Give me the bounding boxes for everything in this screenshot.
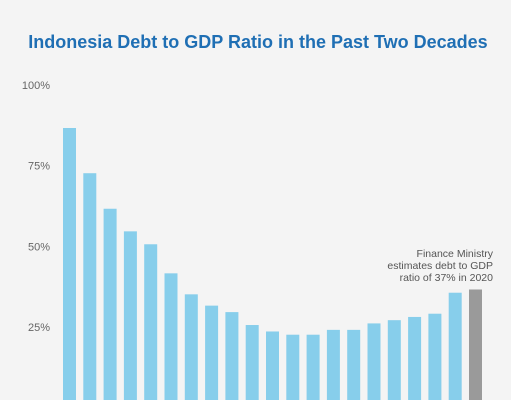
annotation: estimates debt to GDP	[387, 260, 493, 272]
bar	[387, 320, 401, 400]
bar	[448, 292, 462, 400]
bar	[164, 273, 178, 400]
bar	[326, 329, 340, 400]
bar	[103, 208, 117, 400]
y-tick-label: 100%	[22, 80, 50, 92]
y-tick-label: 25%	[28, 322, 50, 334]
bar	[266, 331, 279, 400]
bar	[469, 289, 482, 400]
bar	[286, 334, 300, 400]
y-tick-label: 75%	[28, 161, 50, 173]
bar	[123, 231, 137, 400]
bar	[428, 313, 442, 400]
annotation: ratio of 37% in 2020	[400, 272, 494, 284]
bar	[367, 323, 381, 400]
bar	[408, 316, 422, 400]
bar	[184, 294, 198, 400]
y-tick-label: 50%	[28, 241, 50, 253]
bar	[83, 173, 97, 400]
annotation: Finance Ministry	[417, 248, 494, 260]
bar	[245, 325, 259, 400]
chart-title: Indonesia Debt to GDP Ratio in the Past …	[28, 32, 487, 52]
bar	[63, 127, 76, 400]
bar	[144, 244, 158, 400]
bar	[225, 312, 239, 400]
bar	[205, 305, 219, 400]
bar	[347, 329, 361, 400]
bar	[306, 334, 320, 400]
